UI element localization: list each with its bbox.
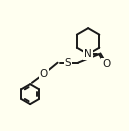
Text: O: O [39, 69, 48, 79]
Text: N: N [84, 49, 92, 59]
Text: O: O [102, 59, 110, 69]
Text: S: S [65, 58, 71, 68]
